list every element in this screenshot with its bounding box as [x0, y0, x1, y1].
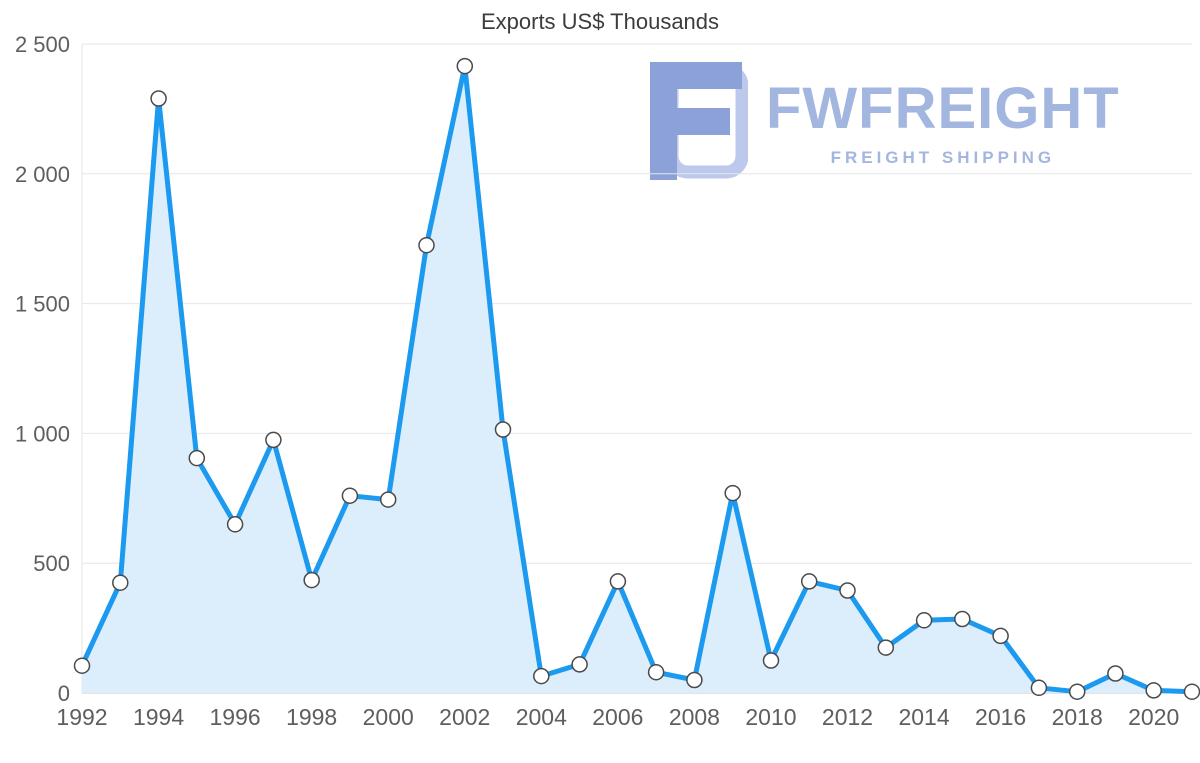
data-point-marker — [456, 57, 474, 75]
y-tick-label: 1 000 — [15, 421, 70, 446]
data-point-marker — [303, 571, 320, 589]
data-point-marker — [839, 582, 856, 599]
x-tick-label: 1992 — [56, 704, 107, 730]
data-point-marker — [418, 236, 435, 254]
data-point-marker — [494, 421, 512, 438]
data-point-marker — [1183, 683, 1200, 700]
x-tick-label: 2004 — [516, 704, 567, 730]
data-point-marker — [379, 491, 397, 508]
data-point-marker — [341, 487, 359, 504]
data-point-marker — [112, 574, 129, 591]
data-point-marker — [686, 671, 703, 689]
data-point-marker — [188, 449, 206, 467]
x-tick-label: 2016 — [975, 704, 1026, 730]
y-tick-label: 2 500 — [15, 32, 70, 57]
x-tick-label: 2012 — [822, 704, 873, 730]
data-point-marker — [877, 639, 895, 656]
data-point-marker — [954, 610, 971, 628]
y-tick-label: 1 500 — [15, 292, 70, 317]
x-tick-label: 1994 — [133, 704, 184, 730]
data-point-marker — [1030, 679, 1048, 697]
watermark-text-block: FWFREIGHT FREIGHT SHIPPING — [766, 62, 1120, 168]
data-point-marker — [1107, 665, 1124, 682]
x-tick-label: 2002 — [439, 704, 490, 730]
data-point-marker — [1068, 683, 1086, 700]
y-tick-label: 2 000 — [15, 162, 70, 187]
data-point-marker — [647, 663, 665, 681]
x-tick-label: 2014 — [898, 704, 949, 730]
data-point-marker — [226, 516, 244, 533]
data-point-marker — [571, 656, 588, 673]
x-tick-label: 2008 — [669, 704, 720, 730]
data-point-marker — [1145, 682, 1162, 699]
watermark: FWFREIGHT FREIGHT SHIPPING — [650, 62, 1120, 182]
data-point-marker — [762, 652, 780, 669]
data-point-marker — [609, 573, 627, 590]
x-tick-label: 2006 — [592, 704, 643, 730]
y-tick-label: 500 — [33, 551, 70, 576]
chart-title: Exports US$ Thousands — [480, 9, 720, 34]
x-tick-label: 1998 — [286, 704, 337, 730]
series-line — [79, 63, 1195, 695]
data-point-marker — [992, 627, 1009, 645]
logo-top-arm — [650, 62, 742, 89]
fwfreight-logo-icon — [650, 62, 748, 180]
x-tick-label: 2018 — [1052, 704, 1103, 730]
watermark-brand-text: FWFREIGHT — [766, 76, 1120, 141]
data-point-marker — [533, 667, 550, 685]
y-tick-label: 0 — [58, 681, 70, 706]
data-point-marker — [150, 90, 167, 107]
data-point-marker — [915, 612, 933, 629]
data-point-marker — [265, 431, 282, 449]
data-point-marker — [800, 573, 818, 590]
data-point-marker — [73, 657, 91, 674]
x-tick-label: 2000 — [363, 704, 414, 730]
logo-mid-arm — [650, 108, 730, 135]
x-tick-label: 2010 — [745, 704, 796, 730]
x-tick-label: 1996 — [210, 704, 261, 730]
series-area-fill — [82, 66, 1192, 694]
watermark-tagline-text: FREIGHT SHIPPING — [830, 148, 1056, 167]
data-point-marker — [724, 484, 741, 502]
x-tick-label: 2020 — [1128, 704, 1179, 730]
